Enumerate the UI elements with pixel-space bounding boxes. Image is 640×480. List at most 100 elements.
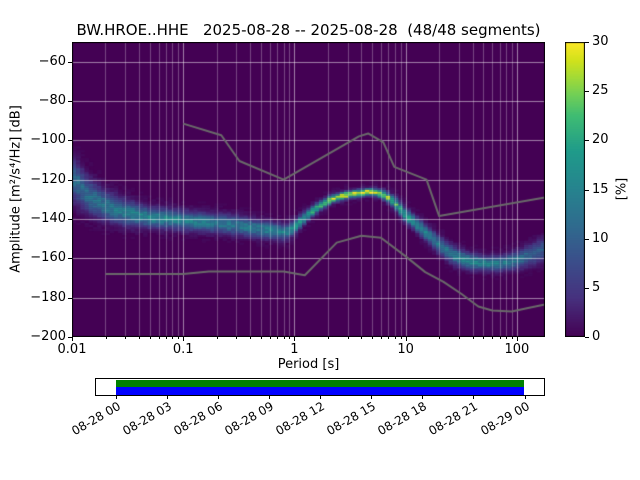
colorbar-tick-mark [585,287,589,289]
x-minor-tick-mark [492,337,494,339]
x-minor-tick-mark [139,337,140,339]
x-minor-tick-mark [458,337,460,339]
y-tick-label: −100 [30,132,66,148]
x-minor-tick-mark [125,337,127,339]
x-minor-tick-mark [439,337,441,339]
colorbar-tick-label: 5 [592,279,601,295]
y-tick-label: −120 [30,171,66,187]
date-tick-label: 08-28 21 [426,399,481,439]
date-tick-mark [524,396,526,399]
x-minor-tick-mark [289,337,291,339]
x-minor-tick-mark [149,337,151,339]
x-minor-tick-mark [394,337,396,339]
date-tick-mark [320,396,321,399]
coverage-bar [95,378,545,396]
date-tick-label: 08-28 03 [119,399,174,439]
x-tick-label: 10 [397,342,414,357]
y-tick-mark [68,219,72,220]
x-tick-mark [405,337,407,341]
colorbar-tick-mark [585,42,589,43]
y-tick-mark [68,140,72,142]
x-tick-mark [516,337,518,341]
x-minor-tick-mark [216,337,218,339]
colorbar-tick-mark [585,337,589,338]
date-tick-label: 08-28 06 [170,399,225,439]
x-minor-tick-mark [172,337,174,339]
y-tick-label: −80 [38,93,66,108]
colorbar-canvas [565,42,585,337]
colorbar-tick-mark [585,140,589,142]
colorbar-tick-label: 20 [592,132,609,148]
x-minor-tick-mark [269,337,271,339]
x-tick-mark [183,337,185,341]
colorbar-label: [%] [614,177,630,201]
colorbar-tick-mark [585,91,589,93]
date-tick-label: 08-28 12 [273,399,327,439]
x-axis-label: Period [s] [277,357,340,372]
y-tick-mark [68,258,72,260]
x-minor-tick-mark [236,337,238,339]
date-tick-label: 08-28 00 [68,399,123,439]
x-tick-label: 0.1 [172,342,194,357]
x-minor-tick-mark [261,337,262,339]
date-tick-mark [371,396,373,399]
colorbar-tick-label: 15 [592,181,609,197]
x-minor-tick-mark [499,337,501,339]
x-minor-tick-mark [283,337,285,339]
x-minor-tick-mark [277,337,279,339]
x-minor-tick-mark [388,337,390,339]
date-tick-mark [166,396,168,399]
colorbar-tick-label: 10 [592,230,609,246]
x-minor-tick-mark [166,337,167,339]
x-tick-mark [294,337,296,341]
y-tick-mark [68,337,72,338]
plot-title: BW.HROE..HHE 2025-08-28 -- 2025-08-28 (4… [76,21,541,39]
date-tick-label: 08-28 09 [222,399,276,439]
date-tick-mark [268,396,270,399]
date-tick-label: 08-28 18 [375,399,430,439]
x-tick-label: 100 [504,342,530,357]
x-minor-tick-mark [381,337,382,339]
x-minor-tick-mark [105,337,107,339]
date-tick-label: 08-29 00 [477,399,532,439]
y-axis-label: Amplitude [m²/s⁴/Hz] [dB] [8,105,24,273]
x-minor-tick-mark [483,337,485,339]
ppsd-heatmap-canvas [72,42,545,337]
x-tick-label: 1 [290,342,299,357]
x-minor-tick-mark [511,337,513,339]
coverage-data-strip [116,380,524,387]
y-tick-mark [68,61,72,63]
date-tick-mark [115,396,117,399]
colorbar-tick-label: 0 [592,329,601,344]
y-tick-label: −160 [30,250,66,266]
y-tick-label: −60 [38,53,66,69]
x-minor-tick-mark [361,337,363,339]
x-minor-tick-mark [347,337,349,339]
colorbar-tick-label: 30 [592,34,609,49]
x-minor-tick-mark [372,337,374,339]
x-minor-tick-mark [327,337,329,339]
date-tick-mark [473,396,475,399]
x-minor-tick-mark [178,337,180,339]
colorbar-tick-label: 25 [592,83,609,99]
x-minor-tick-mark [506,337,508,339]
colorbar-tick-mark [585,189,589,191]
x-minor-tick-mark [250,337,252,339]
coverage-processed-strip [116,387,524,395]
date-tick-mark [217,396,219,399]
x-minor-tick-mark [400,337,402,339]
y-tick-mark [68,179,72,181]
date-tick-mark [422,396,424,399]
y-tick-label: −200 [30,329,66,344]
date-tick-label: 08-28 15 [324,399,379,439]
y-tick-label: −180 [30,289,66,305]
x-tick-label: 0.01 [57,342,87,357]
x-tick-mark [72,337,73,341]
y-tick-mark [68,101,72,102]
x-minor-tick-mark [158,337,160,339]
y-tick-mark [68,297,72,299]
x-minor-tick-mark [472,337,474,339]
y-tick-label: −140 [30,211,66,226]
colorbar-tick-mark [585,238,589,240]
